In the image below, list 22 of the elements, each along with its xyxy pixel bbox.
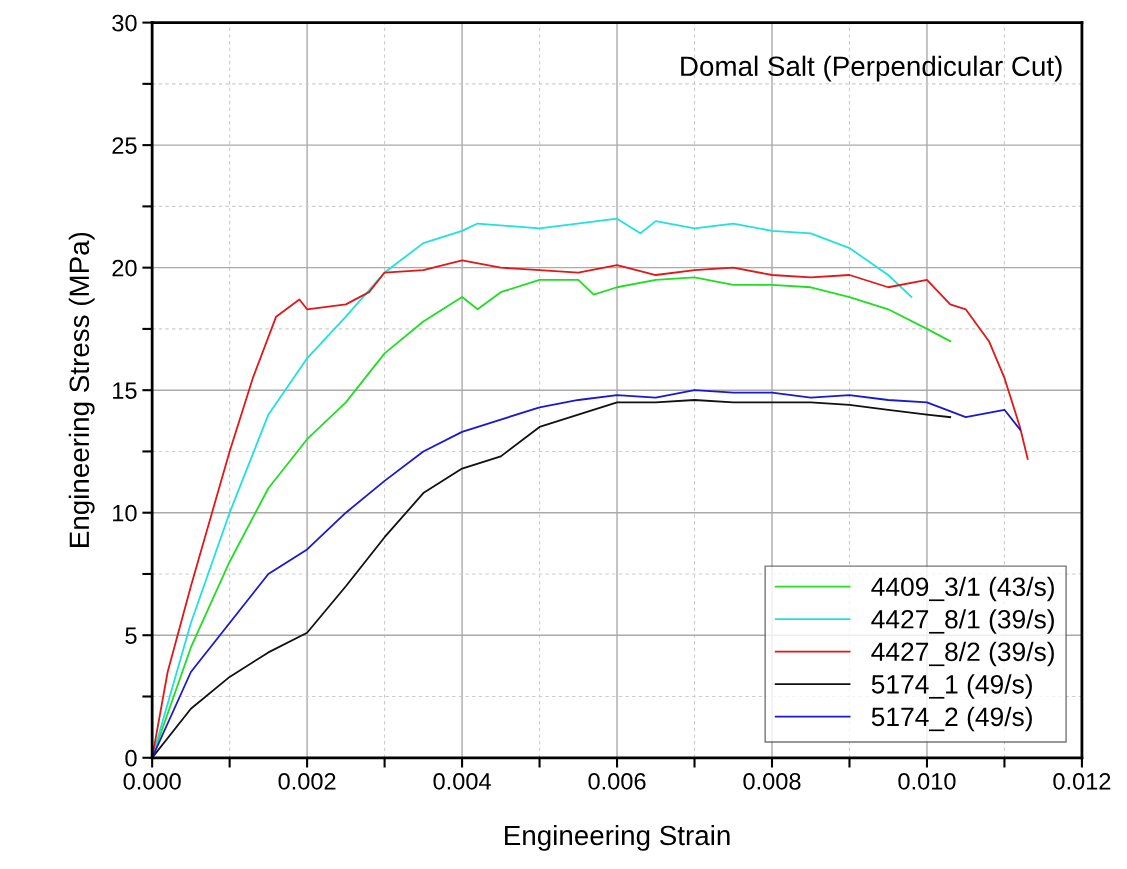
x-tick-label: 0.002 xyxy=(278,772,336,790)
x-tick-label: 0.004 xyxy=(433,772,491,790)
text: Domal Salt (Perpendicular Cut) xyxy=(681,55,1062,82)
x-tick-label: 0.006 xyxy=(588,772,646,790)
x-tick-label: 0.000 xyxy=(123,772,181,790)
legend-label: 5174_2 (49/s) xyxy=(871,706,1032,732)
y-tick-label: 20 xyxy=(112,259,137,277)
y-tick-label: 30 xyxy=(112,14,137,32)
legend-label: 4427_8/2 (39/s) xyxy=(871,641,1054,667)
x-axis-title: Engineering Strain xyxy=(505,824,730,851)
x-tick-label: 0.008 xyxy=(743,772,801,790)
y-tick-label: 10 xyxy=(113,504,137,522)
legend-label: 5174_1 (49/s) xyxy=(871,674,1032,699)
x-tick-label: 0.010 xyxy=(898,772,956,790)
y-tick-label: 15 xyxy=(113,382,137,399)
x-tick-label: 0.012 xyxy=(1053,772,1111,790)
y-tick-label: 0 xyxy=(125,749,137,767)
y-tick-label: 25 xyxy=(112,137,137,154)
y-axis-title: Engineering Stress (MPa) xyxy=(68,232,95,547)
legend-label: 4427_8/1 (39/s) xyxy=(871,609,1054,634)
legend-label: 4409_3/1 (43/s) xyxy=(871,576,1054,602)
y-tick-label: 5 xyxy=(125,627,137,645)
